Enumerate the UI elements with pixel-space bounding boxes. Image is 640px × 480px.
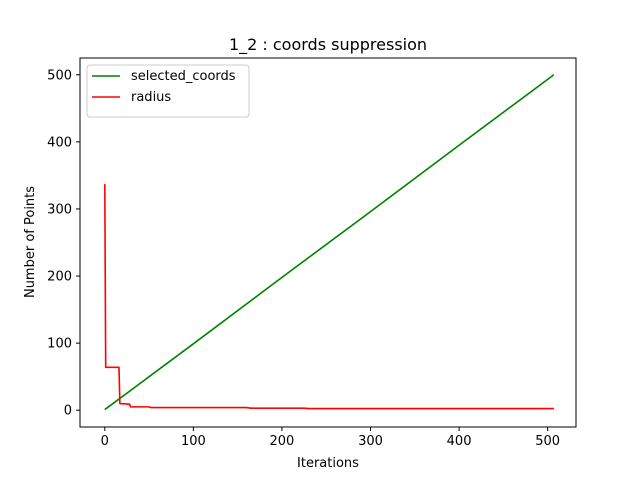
x-axis: 0 100 200 300 400 500 bbox=[101, 427, 560, 449]
y-axis: 0 100 200 300 400 500 bbox=[47, 68, 80, 419]
series-line-radius bbox=[104, 184, 554, 410]
legend-label-radius: radius bbox=[131, 90, 171, 105]
y-axis-label: Number of Points bbox=[23, 186, 38, 298]
y-tick-label: 100 bbox=[47, 337, 72, 352]
legend-label-selected-coords: selected_coords bbox=[131, 69, 236, 84]
series-line-selected-coords bbox=[104, 74, 555, 411]
x-tick-label: 500 bbox=[535, 434, 560, 449]
x-tick-label: 200 bbox=[270, 434, 295, 449]
x-tick-label: 400 bbox=[447, 434, 472, 449]
x-tick-label: 300 bbox=[358, 434, 383, 449]
y-tick-label: 500 bbox=[47, 68, 72, 83]
y-tick-label: 400 bbox=[47, 135, 72, 150]
plot-frame bbox=[79, 57, 577, 428]
x-tick-label: 0 bbox=[101, 434, 109, 449]
legend-box bbox=[86, 64, 250, 118]
x-tick-label: 100 bbox=[181, 434, 206, 449]
y-tick-label: 300 bbox=[47, 202, 72, 217]
x-axis-label: Iterations bbox=[297, 456, 359, 471]
chart-title: 1_2 : coords suppression bbox=[229, 35, 427, 55]
y-tick-label: 200 bbox=[47, 270, 72, 285]
series-layer bbox=[104, 74, 555, 411]
y-tick-label: 0 bbox=[64, 404, 72, 419]
